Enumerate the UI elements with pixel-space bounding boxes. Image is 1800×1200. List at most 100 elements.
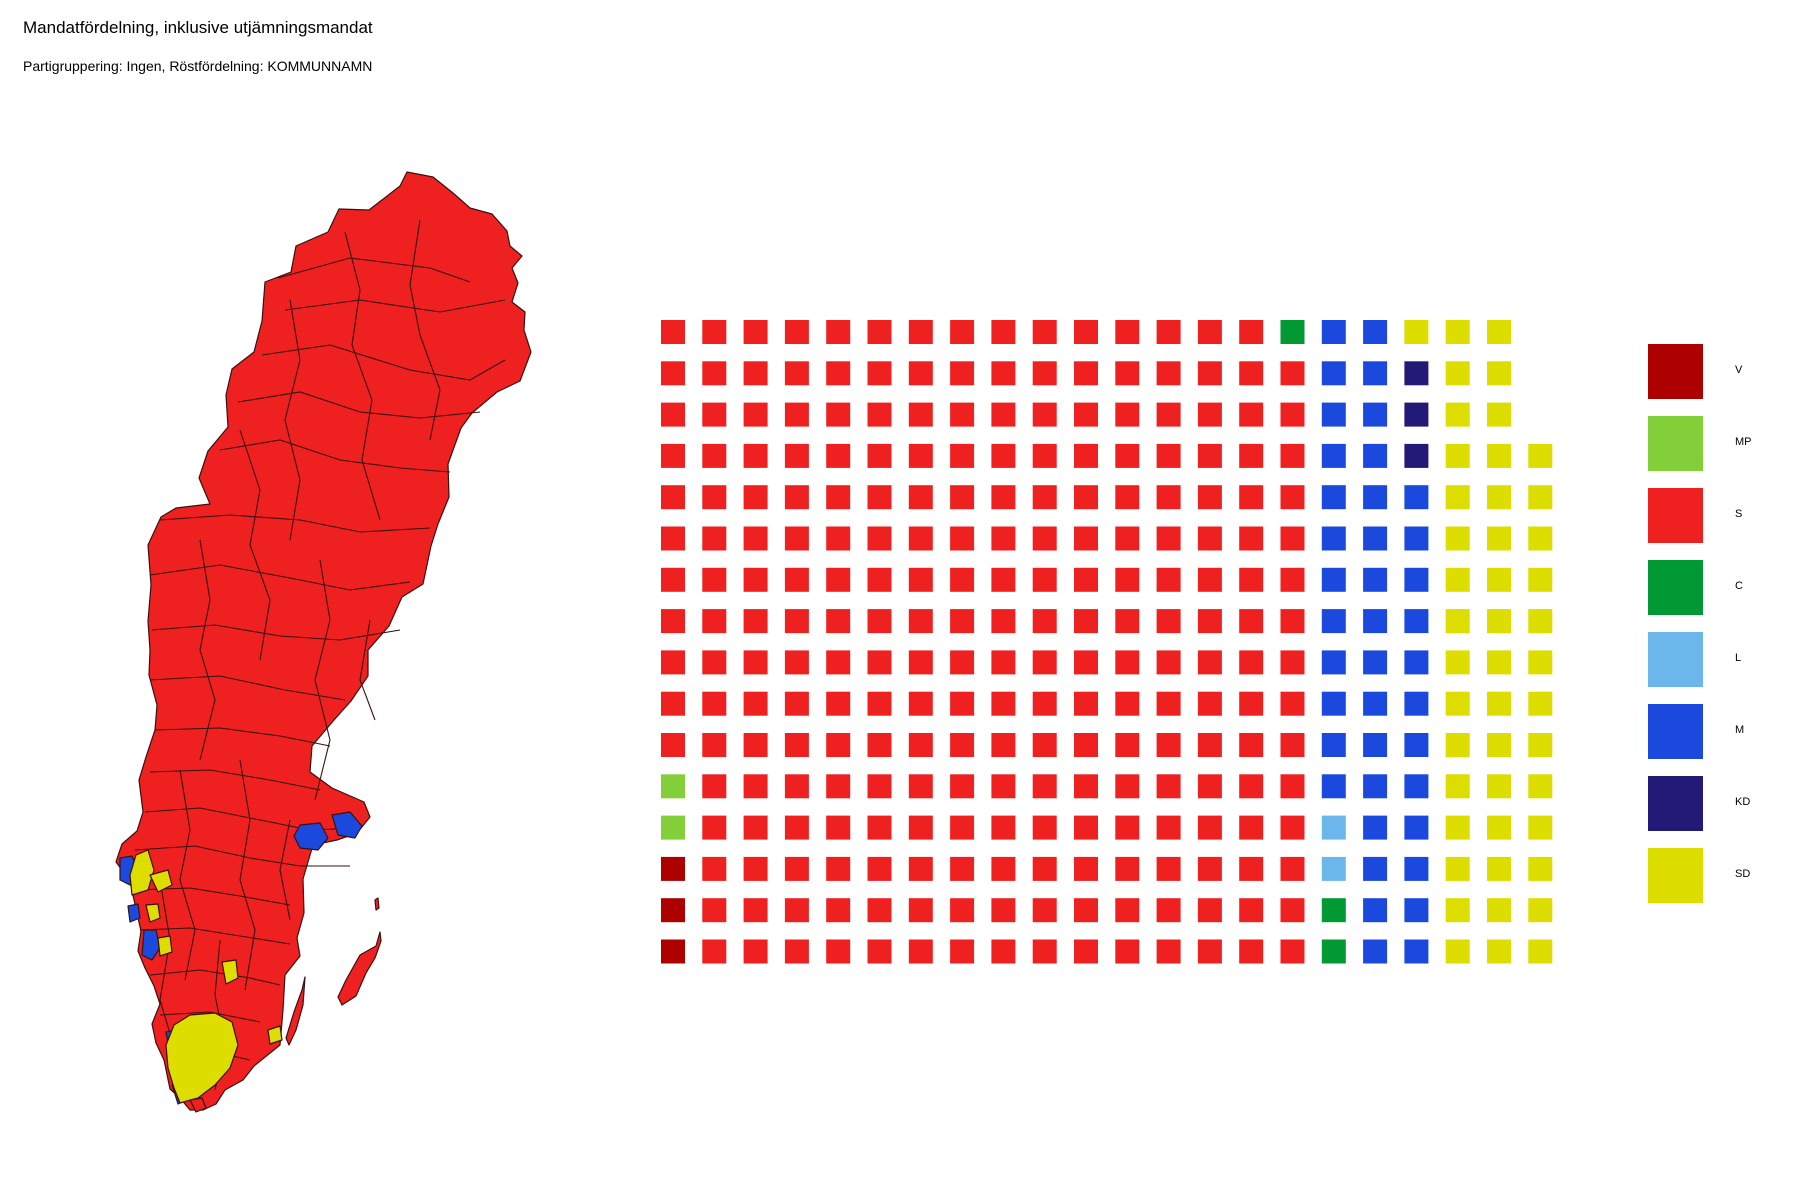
seat-s (784, 443, 809, 468)
seat-s (784, 320, 809, 344)
seat-s (908, 815, 933, 840)
seat-s (1156, 361, 1181, 386)
seat-s (991, 320, 1016, 344)
seat-s (702, 815, 727, 840)
seat-s (826, 939, 851, 964)
seat-m (1321, 485, 1346, 510)
seat-m (1363, 939, 1388, 964)
seat-s (991, 443, 1016, 468)
seat-kd (1404, 361, 1429, 386)
seat-m (1404, 650, 1429, 675)
seat-s (1197, 567, 1222, 592)
seat-s (867, 485, 892, 510)
seat-m (1321, 733, 1346, 757)
seat-m (1363, 567, 1388, 592)
seat-s (826, 898, 851, 923)
legend-item-v: V (1648, 344, 1768, 400)
seat-sd (1487, 320, 1511, 344)
seat-s (1239, 691, 1264, 716)
seat-s (1156, 774, 1181, 799)
seat-v (661, 898, 685, 923)
seat-s (950, 815, 975, 840)
seat-s (1280, 774, 1305, 799)
seat-m (1363, 815, 1388, 840)
seat-m (1404, 567, 1429, 592)
seat-s (1074, 443, 1098, 468)
seat-sd (1528, 526, 1553, 551)
seat-s (1115, 526, 1140, 551)
seat-sd (1528, 443, 1553, 468)
seat-s (1280, 443, 1305, 468)
seat-s (826, 774, 851, 799)
seat-s (743, 939, 768, 964)
seat-s (1156, 733, 1181, 757)
seat-m (1321, 526, 1346, 551)
seat-s (867, 898, 892, 923)
seat-s (1074, 856, 1098, 881)
legend-swatch-s (1648, 488, 1703, 543)
seat-s (1115, 402, 1140, 427)
seat-s (1280, 939, 1305, 964)
seat-s (784, 815, 809, 840)
seat-m (1363, 650, 1388, 675)
seat-sd (1445, 526, 1470, 551)
seat-mp (661, 815, 685, 840)
seat-s (826, 320, 851, 344)
seat-s (1074, 691, 1098, 716)
seat-m (1404, 609, 1429, 634)
seat-s (991, 650, 1016, 675)
seat-s (950, 856, 975, 881)
seat-s (867, 856, 892, 881)
seat-s (950, 609, 975, 634)
seat-s (1156, 609, 1181, 634)
seat-sd (1528, 939, 1553, 964)
seat-s (1115, 733, 1140, 757)
seat-s (1032, 774, 1057, 799)
legend-swatch-m (1648, 704, 1703, 759)
seat-sd (1445, 320, 1470, 344)
seat-s (1156, 526, 1181, 551)
seat-sd (1487, 361, 1511, 386)
seat-m (1363, 609, 1388, 634)
seat-s (867, 402, 892, 427)
seat-s (1074, 815, 1098, 840)
seat-m (1321, 443, 1346, 468)
seat-s (743, 485, 768, 510)
seat-sd (1528, 567, 1553, 592)
seat-s (1239, 774, 1264, 799)
seat-s (743, 898, 768, 923)
seat-s (784, 856, 809, 881)
seat-s (1032, 856, 1057, 881)
seat-s (1032, 650, 1057, 675)
seat-s (1115, 856, 1140, 881)
legend-swatch-c (1648, 560, 1703, 615)
seat-s (826, 733, 851, 757)
seat-s (1197, 485, 1222, 510)
seat-s (1156, 815, 1181, 840)
seat-l (1321, 815, 1346, 840)
seat-s (1032, 402, 1057, 427)
map-gotland (337, 897, 382, 1006)
seat-m (1404, 815, 1429, 840)
seat-c (1280, 320, 1305, 344)
seat-kd (1404, 402, 1429, 427)
seat-sd (1528, 650, 1553, 675)
seat-s (1280, 485, 1305, 510)
seat-s (1032, 526, 1057, 551)
seat-s (908, 567, 933, 592)
seat-s (1197, 774, 1222, 799)
seat-s (661, 733, 685, 757)
seat-s (908, 898, 933, 923)
seat-s (743, 650, 768, 675)
seat-s (784, 567, 809, 592)
seat-m (1404, 485, 1429, 510)
seat-sd (1487, 567, 1511, 592)
seat-s (1197, 443, 1222, 468)
seat-s (661, 320, 685, 344)
seat-sd (1528, 733, 1553, 757)
seat-s (1280, 361, 1305, 386)
chart-subtitle: Partigruppering: Ingen, Röstfördelning: … (23, 58, 373, 74)
seat-s (867, 650, 892, 675)
seat-sd (1487, 443, 1511, 468)
seat-s (1239, 856, 1264, 881)
